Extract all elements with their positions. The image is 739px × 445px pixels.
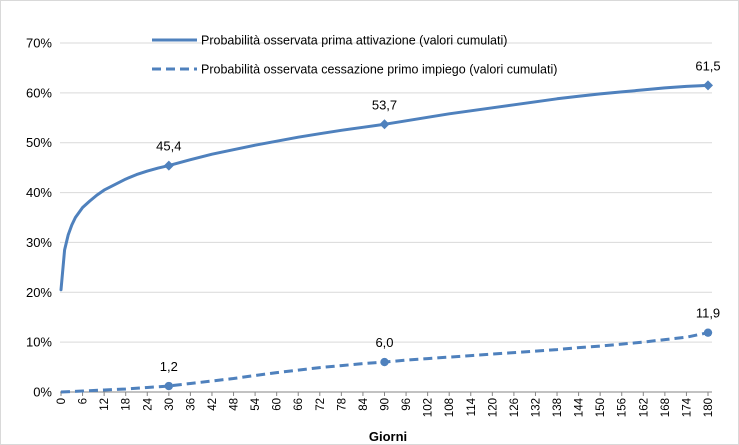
legend-label: Probabilità osservata cessazione primo i… [201, 63, 557, 77]
data-label: 53,7 [372, 97, 397, 112]
y-tick-label: 30% [26, 235, 52, 250]
x-tick-label: 18 [121, 398, 133, 411]
x-tick-label: 84 [358, 397, 370, 410]
circle-marker [380, 357, 389, 367]
circle-marker [164, 381, 174, 391]
data-label: 1,2 [160, 359, 178, 374]
x-tick-label: 42 [207, 398, 219, 411]
data-label: 45,4 [156, 139, 181, 154]
data-label: 61,5 [695, 58, 720, 73]
x-axis-title: Giorni [369, 429, 407, 444]
x-tick-label: 54 [250, 397, 262, 410]
x-tick-label: 180 [703, 398, 715, 417]
x-tick-label: 78 [336, 398, 348, 411]
data-labels: 45,4 53,7 61,5 1,2 6,0 11,9 [156, 58, 720, 374]
circle-marker [703, 328, 713, 337]
y-tick-label: 70% [26, 36, 52, 51]
x-tick-label: 102 [423, 398, 435, 417]
x-tick-label: 108 [444, 398, 456, 417]
x-tick-label: 156 [617, 398, 629, 417]
data-markers [163, 80, 713, 391]
y-tick-label: 20% [26, 285, 52, 300]
legend: Probabilità osservata prima attivazione … [152, 34, 557, 77]
x-tick-label: 60 [272, 398, 284, 411]
y-tick-label: 0% [33, 385, 52, 400]
x-tick-label: 96 [401, 398, 413, 411]
y-axis-tick-labels: 0% 10% 20% 30% 40% 50% 60% 70% [26, 36, 52, 400]
x-tick-label: 120 [487, 398, 499, 417]
x-tick-label: 0 [56, 398, 68, 404]
x-tick-label: 72 [315, 398, 327, 411]
y-tick-label: 10% [26, 335, 52, 350]
y-tick-label: 50% [26, 135, 52, 150]
legend-label: Probabilità osservata prima attivazione … [201, 34, 507, 48]
diamond-marker [163, 160, 174, 171]
x-tick-label: 12 [99, 398, 111, 411]
x-tick-label: 150 [595, 398, 607, 417]
x-tick-label: 138 [552, 398, 564, 417]
x-tick-label: 126 [509, 398, 521, 417]
x-tick-label: 66 [293, 398, 305, 411]
data-label: 6,0 [375, 335, 393, 350]
x-tick-label: 6 [78, 398, 90, 404]
x-axis-tick-labels: 0 6 12 18 24 30 36 42 48 54 60 66 72 78 84 90 96 102 108 11… [56, 392, 715, 417]
y-tick-label: 40% [26, 185, 52, 200]
x-tick-label: 48 [229, 398, 241, 411]
diamond-marker [379, 119, 390, 130]
x-tick-label: 162 [638, 398, 650, 417]
y-tick-label: 60% [26, 85, 52, 100]
data-label: 11,9 [696, 306, 720, 321]
x-tick-label: 24 [142, 397, 154, 410]
x-tick-label: 36 [185, 398, 197, 411]
series-line-prima-attivazione [59, 83, 710, 292]
x-tick-label: 174 [681, 397, 693, 417]
x-tick-label: 30 [164, 398, 176, 411]
diamond-marker [703, 80, 713, 91]
x-tick-label: 90 [380, 398, 392, 411]
x-tick-label: 168 [660, 398, 672, 417]
x-tick-label: 114 [466, 397, 478, 416]
x-tick-label: 132 [530, 398, 542, 417]
x-tick-label: 144 [574, 397, 586, 417]
